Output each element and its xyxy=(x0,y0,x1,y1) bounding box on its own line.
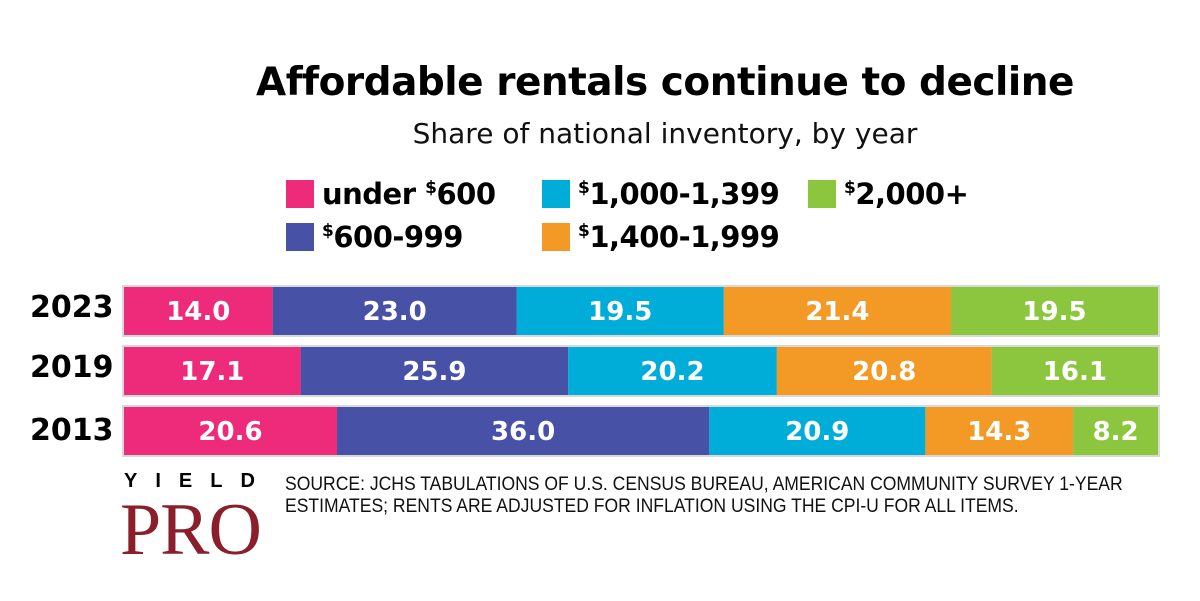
legend-item-2000-plus: $2,000+ xyxy=(808,174,969,214)
bar-segment-2019-2-000 xyxy=(991,347,1158,395)
legend-swatch-1000-1399 xyxy=(542,180,570,208)
bar-label-2019-2-000: 16.1 xyxy=(1043,357,1107,387)
year-label-2019: 2019 xyxy=(30,350,114,385)
bar-segment-2019-1-000-1-399 xyxy=(568,347,777,395)
bar-label-2013-1-400-1-999: 14.3 xyxy=(967,417,1031,447)
chart-title: Affordable rentals continue to decline xyxy=(256,60,1074,105)
bar-label-2019-1-000-1-399: 20.2 xyxy=(640,357,704,387)
bar-segment-2019-600-999 xyxy=(300,347,569,395)
bar-segment-2013-1-400-1-999 xyxy=(925,407,1074,455)
bar-segment-2023-1-000-1-399 xyxy=(516,287,724,335)
legend-label-2000-plus: $2,000+ xyxy=(844,177,969,211)
bar-label-2023-600-999: 23.0 xyxy=(363,297,427,327)
legend-swatch-under-600 xyxy=(286,180,314,208)
bar-segment-2013-600-999 xyxy=(337,407,710,455)
bar-segment-2013-under-600 xyxy=(124,407,338,455)
bar-label-2019-under-600: 17.1 xyxy=(180,357,244,387)
bar-segment-2023-600-999 xyxy=(272,287,517,335)
bar-label-2023-under-600: 14.0 xyxy=(166,297,230,327)
bar-label-2013-600-999: 36.0 xyxy=(491,417,555,447)
source-note: SOURCE: JCHS TABULATIONS OF U.S. CENSUS … xyxy=(285,473,1123,517)
bar-label-2019-1-400-1-999: 20.8 xyxy=(852,357,916,387)
bar-label-2023-2-000: 19.5 xyxy=(1022,297,1086,327)
bar-segment-2023-1-400-1-999 xyxy=(723,287,951,335)
legend-item-600-999: $600-999 xyxy=(286,217,463,257)
bar-label-2013-2-000: 8.2 xyxy=(1093,417,1139,447)
legend-swatch-600-999 xyxy=(286,223,314,251)
legend-item-under-600: under $600 xyxy=(286,174,496,214)
bar-segment-2013-2-000 xyxy=(1073,407,1158,455)
legend-label-600-999: $600-999 xyxy=(322,220,463,254)
bar-label-2023-1-400-1-999: 21.4 xyxy=(805,297,869,327)
bar-label-2023-1-000-1-399: 19.5 xyxy=(588,297,652,327)
legend-swatch-2000-plus xyxy=(808,180,836,208)
bar-segment-2013-1-000-1-399 xyxy=(709,407,926,455)
legend-label-1000-1399: $1,000-1,399 xyxy=(578,177,780,211)
bar-segment-2019-under-600 xyxy=(124,347,301,395)
bar-segment-2023-under-600 xyxy=(124,287,273,335)
bar-label-2013-1-000-1-399: 20.9 xyxy=(785,417,849,447)
legend-swatch-1400-1999 xyxy=(542,223,570,251)
bar-segment-2019-1-400-1-999 xyxy=(776,347,992,395)
bar-label-2019-600-999: 25.9 xyxy=(402,357,466,387)
year-label-2013: 2013 xyxy=(30,413,114,448)
legend-item-1400-1999: $1,400-1,999 xyxy=(542,217,780,257)
bar-segment-2023-2-000 xyxy=(950,287,1158,335)
legend-label-under-600: under $600 xyxy=(322,177,496,211)
year-label-2023: 2023 xyxy=(30,290,114,325)
logo-pro: PRO xyxy=(120,489,262,571)
legend-label-1400-1999: $1,400-1,999 xyxy=(578,220,780,254)
logo-yield: YIELD xyxy=(124,470,273,492)
legend-item-1000-1399: $1,000-1,399 xyxy=(542,174,780,214)
chart-subtitle: Share of national inventory, by year xyxy=(412,117,918,150)
bar-label-2013-under-600: 20.6 xyxy=(198,417,262,447)
